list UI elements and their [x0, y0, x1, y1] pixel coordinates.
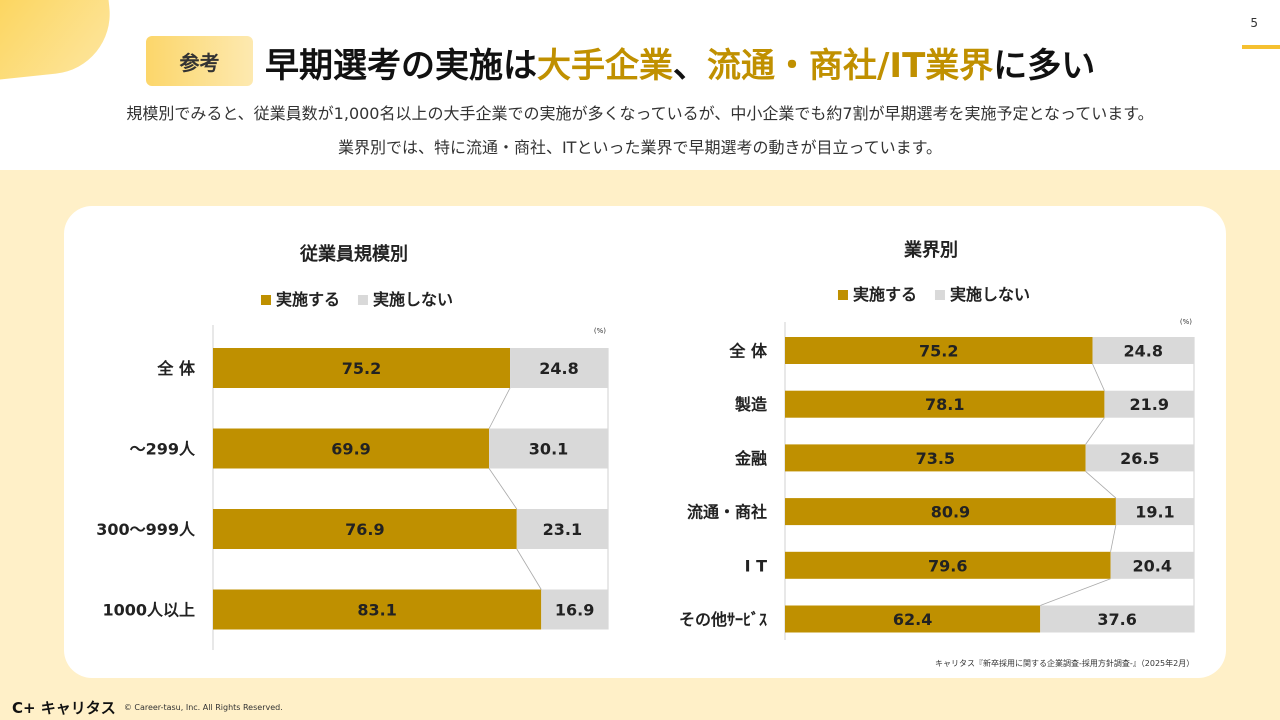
legend-industry: 実施する 実施しない	[837, 281, 1030, 305]
data-label-not-implement: 20.4	[1133, 556, 1172, 575]
category-label: 全 体	[728, 342, 768, 361]
data-label-not-implement: 19.1	[1135, 503, 1174, 522]
bar-not-implement	[489, 428, 608, 469]
data-label-implement: 76.9	[345, 520, 384, 539]
data-label-implement: 78.1	[925, 395, 964, 414]
connector-line	[1040, 578, 1111, 606]
bar-not-implement	[1040, 605, 1194, 633]
bar-not-implement	[1115, 498, 1194, 526]
bar-implement	[213, 589, 542, 630]
chart-title-size: 従業員規模別	[300, 244, 408, 265]
data-label-not-implement: 30.1	[529, 440, 568, 459]
connector-line	[1092, 363, 1105, 391]
connector-line	[1085, 471, 1117, 499]
data-label-implement: 75.2	[919, 342, 958, 361]
bar-implement	[213, 348, 511, 388]
category-label: I T	[745, 556, 768, 575]
category-label: 流通・商社	[687, 503, 767, 522]
footer: C+ キャリタス © Career-tasu, Inc. All Rights …	[12, 697, 283, 718]
bar-implement	[785, 390, 1105, 418]
chart-title-industry: 業界別	[904, 240, 958, 261]
legend-item-implement: 実施する	[837, 281, 917, 305]
title-part: 早期選考の実施は	[265, 46, 537, 86]
data-label-not-implement: 24.8	[1124, 342, 1163, 361]
connector-line	[1085, 417, 1105, 445]
data-label-implement: 80.9	[931, 503, 970, 522]
legend-size: 実施する 実施しない	[260, 286, 453, 310]
title-highlight: 大手企業	[537, 46, 673, 86]
bar-implement	[785, 444, 1086, 472]
category-label: ～299人	[130, 440, 196, 459]
bar-implement	[785, 605, 1041, 633]
connector-line	[488, 387, 511, 429]
category-label: 製造	[734, 395, 768, 414]
title-part: に多い	[993, 46, 1096, 86]
bar-not-implement	[1085, 444, 1194, 472]
data-label-not-implement: 37.6	[1097, 610, 1136, 629]
bar-implement	[213, 428, 490, 469]
category-label: 300～999人	[96, 520, 196, 539]
bar-implement	[785, 551, 1111, 579]
connector-line	[488, 468, 518, 510]
legend-item-implement: 実施する	[260, 286, 340, 310]
category-label: その他ｻｰﾋﾞｽ	[679, 610, 767, 629]
legend-item-not-implement: 実施しない	[935, 281, 1030, 305]
subtitle-line-2: 業界別では、特に流通・商社、ITといった業界で早期選考の動きが目立っています。	[337, 138, 943, 157]
data-label-not-implement: 26.5	[1120, 449, 1159, 468]
data-label-implement: 79.6	[928, 556, 967, 575]
data-label-implement: 75.2	[342, 359, 381, 378]
bar-not-implement	[1110, 551, 1194, 579]
source-note: キャリタス『新卒採用に関する企業調査-採用方針調査-』（2025年2月）	[935, 659, 1195, 668]
bar-not-implement	[1104, 390, 1194, 418]
copyright: © Career-tasu, Inc. All Rights Reserved.	[123, 703, 283, 712]
data-label-not-implement: 16.9	[555, 601, 594, 620]
unit-label: (%)	[1180, 318, 1192, 326]
category-label: 1000人以上	[102, 601, 195, 620]
subtitle-line-1: 規模別でみると、従業員数が1,000名以上の大手企業での実施が多くなっているが、…	[126, 104, 1154, 123]
page-number: 5	[1250, 16, 1258, 30]
connector-line	[516, 548, 542, 590]
bar-not-implement	[510, 348, 608, 388]
legend-item-not-implement: 実施しない	[358, 286, 453, 310]
data-label-implement: 62.4	[893, 610, 932, 629]
data-label-implement: 73.5	[916, 449, 955, 468]
bar-not-implement	[541, 589, 608, 630]
category-label: 金融	[734, 449, 767, 468]
connector-line	[1110, 525, 1117, 552]
data-label-not-implement: 23.1	[543, 520, 582, 539]
data-label-implement: 83.1	[357, 601, 396, 620]
data-label-not-implement: 21.9	[1129, 395, 1168, 414]
title-part: 、	[673, 46, 707, 86]
page-accent-bar	[1242, 45, 1280, 49]
bar-not-implement	[516, 509, 608, 549]
bar-implement	[785, 498, 1116, 526]
title-highlight: 流通・商社/IT業界	[707, 46, 994, 86]
company-logo: C+ キャリタス	[12, 699, 116, 717]
page-title: 早期選考の実施は大手企業、流通・商社/IT業界に多い	[265, 38, 1095, 87]
bar-implement	[785, 337, 1093, 364]
unit-label: (%)	[594, 327, 606, 335]
data-label-not-implement: 24.8	[539, 359, 578, 378]
category-label: 全 体	[156, 359, 196, 378]
reference-badge: 参考	[146, 36, 253, 86]
bar-not-implement	[1092, 337, 1194, 364]
data-label-implement: 69.9	[331, 440, 370, 459]
bar-implement	[213, 509, 517, 549]
